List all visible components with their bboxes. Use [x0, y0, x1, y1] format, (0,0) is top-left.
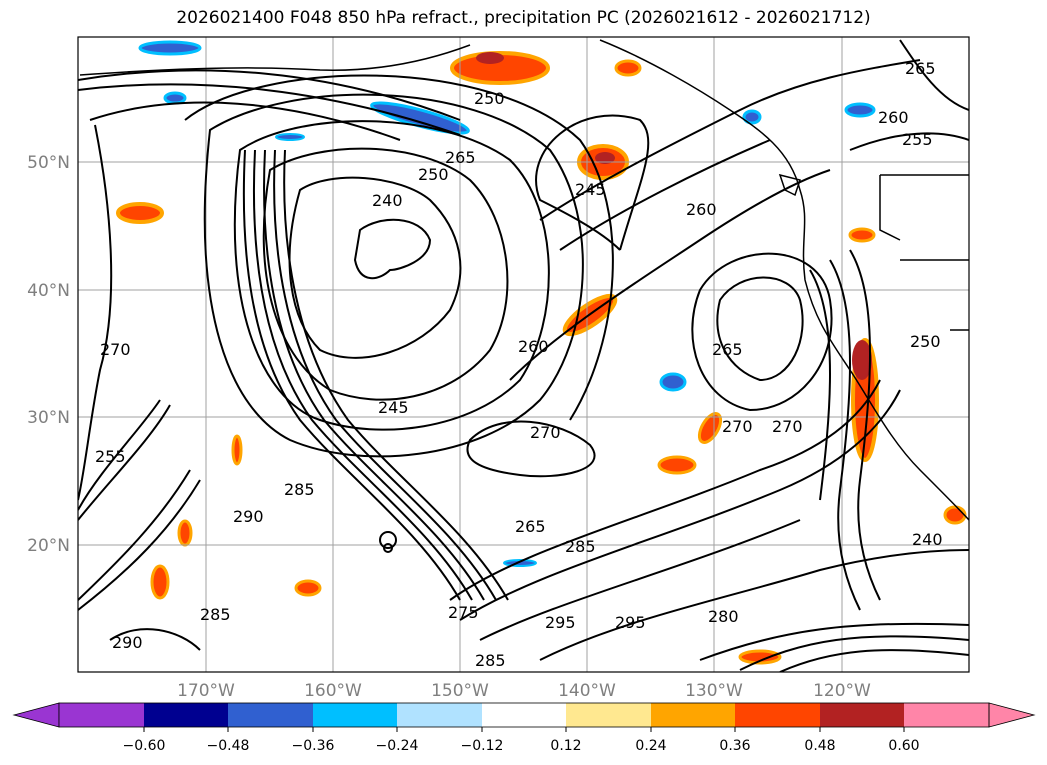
colorbar-tick-label: 0.12 — [550, 738, 581, 754]
contour-label: 285 — [565, 537, 596, 556]
contour-label: 290 — [112, 633, 143, 652]
lat-label: 30°N — [27, 408, 70, 428]
latitude-labels: 50°N 40°N 30°N 20°N — [27, 153, 70, 556]
contour-label: 285 — [284, 480, 315, 499]
colorbar-segment — [313, 703, 397, 727]
colorbar-extend-min — [12, 702, 60, 728]
contour-label: 265 — [712, 340, 743, 359]
contour-labels: 250 255 265 250 245 240 260 265 260 270 … — [95, 59, 943, 670]
colorbar-tick-label: −0.48 — [207, 738, 250, 754]
contour-label: 295 — [615, 613, 646, 632]
lat-label: 40°N — [27, 281, 70, 301]
contour-label: 290 — [233, 507, 264, 526]
colorbar-tick-label: −0.36 — [292, 738, 335, 754]
lon-label: 160°W — [304, 681, 362, 701]
contour-label: 280 — [708, 607, 739, 626]
colorbar-tick-label: 0.60 — [888, 738, 919, 754]
contour-label: 270 — [772, 417, 803, 436]
lon-label: 140°W — [558, 681, 616, 701]
contour-label: 295 — [545, 613, 576, 632]
contour-label: 250 — [910, 332, 941, 351]
lon-label: 170°W — [177, 681, 235, 701]
contour-label: 285 — [475, 651, 506, 670]
lon-label: 130°W — [685, 681, 743, 701]
contour-label: 265 — [445, 148, 476, 167]
contour-label: 260 — [518, 337, 549, 356]
colorbar-tick-labels: −0.60 −0.48 −0.36 −0.24 −0.12 0.12 0.24 … — [123, 738, 920, 754]
contour-label: 255 — [902, 130, 933, 149]
colorbar-segment — [228, 703, 313, 727]
colorbar-extend-max — [988, 702, 1036, 728]
colorbar-tick-label: 0.24 — [635, 738, 666, 754]
map-title: 2026021400 F048 850 hPa refract., precip… — [176, 8, 871, 28]
colorbar-outline — [58, 702, 990, 728]
longitude-labels: 170°W 160°W 150°W 140°W 130°W 120°W — [177, 681, 871, 701]
contour-label: 240 — [372, 191, 403, 210]
contour-label: 245 — [575, 180, 606, 199]
lat-label: 20°N — [27, 536, 70, 556]
contour-label: 270 — [100, 340, 131, 359]
contour-label: 245 — [378, 398, 409, 417]
colorbar-segment — [904, 703, 989, 727]
graticule — [78, 37, 969, 672]
colorbar-segment — [144, 703, 228, 727]
colorbar-segment — [735, 703, 820, 727]
colorbar-segment — [397, 703, 482, 727]
colorbar-tick-label: −0.24 — [376, 738, 419, 754]
colorbar-segment — [566, 703, 651, 727]
colorbar-tick-label: −0.12 — [461, 738, 504, 754]
map-area: 250 255 265 250 245 240 260 265 260 270 … — [78, 37, 969, 672]
contour-label: 265 — [905, 59, 936, 78]
contour-label: 285 — [200, 605, 231, 624]
contour-label: 270 — [722, 417, 753, 436]
contour-label: 275 — [448, 603, 479, 622]
lat-label: 50°N — [27, 153, 70, 173]
contour-label: 260 — [686, 200, 717, 219]
colorbar: −0.60 −0.48 −0.36 −0.24 −0.12 0.12 0.24 … — [12, 702, 1036, 754]
colorbar-tick-label: 0.48 — [804, 738, 835, 754]
contour-label: 250 — [474, 89, 505, 108]
refractivity-contours — [78, 39, 969, 672]
contour-label: 260 — [878, 108, 909, 127]
lon-label: 120°W — [813, 681, 871, 701]
coastline — [79, 39, 969, 521]
contour-label: 255 — [95, 447, 126, 466]
contour-label: 240 — [912, 530, 943, 549]
colorbar-segment — [820, 703, 904, 727]
contour-label: 265 — [515, 517, 546, 536]
lon-label: 150°W — [431, 681, 489, 701]
colorbar-segment — [59, 703, 144, 727]
colorbar-tick-marks — [143, 727, 905, 732]
colorbar-tick-label: 0.36 — [719, 738, 750, 754]
contour-label: 270 — [530, 423, 561, 442]
contour-label: 250 — [418, 165, 449, 184]
colorbar-segment — [482, 703, 566, 727]
colorbar-tick-label: −0.60 — [123, 738, 166, 754]
colorbar-segment — [651, 703, 735, 727]
map-frame — [77, 36, 970, 673]
